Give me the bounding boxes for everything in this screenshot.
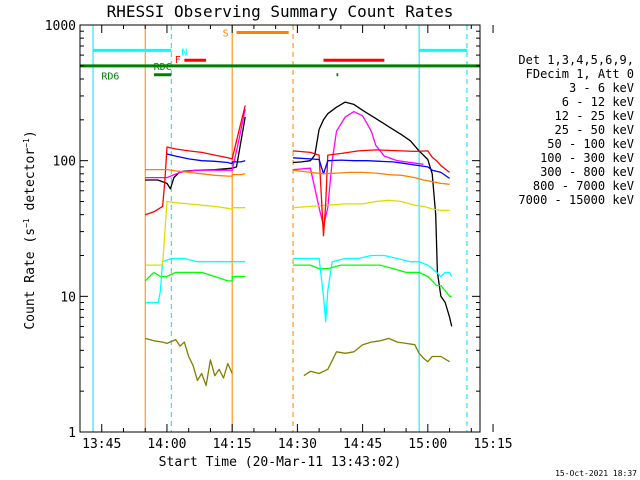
y-tick-label: 1000	[45, 19, 76, 34]
legend-entry-3-6-kev: 3 - 6 keV	[569, 81, 634, 95]
legend-entry-6-12-kev: 6 - 12 keV	[562, 95, 634, 109]
flag-label-s: S	[223, 29, 229, 40]
plot-frame	[79, 24, 481, 433]
legend-entry-12-25-kev: 12 - 25 keV	[555, 109, 634, 123]
y-tick-label: 1	[68, 426, 76, 441]
legend-entry-50-100-kev: 50 - 100 keV	[547, 137, 634, 151]
series-line-7000-15000-kev	[145, 337, 450, 387]
x-tick-label: 13:45	[82, 437, 121, 452]
x-tick-label: 15:00	[408, 437, 447, 452]
x-tick-label: 15:15	[473, 437, 512, 452]
x-tick-label: 14:00	[147, 437, 186, 452]
series-line-3-6-kev	[145, 101, 453, 327]
legend-header-line-1: Det 1,3,4,5,6,9,	[518, 53, 634, 67]
y-axis-ticks: 1 10 100 1000	[45, 19, 480, 441]
series-line-800-7000-kev	[145, 168, 450, 185]
legend-entry-800-7000-kev: 800 - 7000 keV	[533, 179, 634, 193]
x-tick-label: 14:15	[213, 437, 252, 452]
flag-label-n: N	[181, 47, 187, 58]
chart-title: RHESSI Observing Summary Count Rates	[107, 2, 454, 21]
legend-entry-7000-15000-kev: 7000 - 15000 keV	[518, 193, 634, 207]
flag-label-rd6: RD6	[101, 71, 119, 82]
flag-label-rdc: RDC	[154, 62, 172, 73]
x-tick-label: 14:45	[343, 437, 382, 452]
series-line-100-300-kev	[144, 105, 451, 237]
x-axis-ticks: 13:45 14:00 14:15 14:30 14:45 15:00 15:15	[79, 25, 513, 452]
y-tick-label: 10	[60, 290, 76, 305]
flag-label-f: F	[175, 55, 181, 66]
x-tick-label: 14:30	[278, 437, 317, 452]
legend-entry-100-300-kev: 100 - 300 keV	[540, 151, 634, 165]
y-axis-label: Count Rate (s−1 detector−1)	[22, 130, 38, 329]
instrument-vlines	[92, 25, 468, 432]
series-line-6-12-kev	[145, 108, 424, 227]
legend-entry-300-800-kev: 300 - 800 keV	[540, 165, 634, 179]
legend-entry-25-50-kev: 25 - 50 keV	[555, 123, 634, 137]
series-line-12-25-kev	[144, 264, 452, 297]
series-lines	[144, 101, 453, 387]
footer-date: 15-Oct-2021 18:37	[555, 469, 637, 478]
series-line-25-50-kev	[145, 254, 453, 323]
series-line-300-800-kev	[166, 153, 450, 179]
legend-header-line-2: FDecim 1, Att 0	[526, 67, 634, 81]
series-line-50-100-kev	[145, 199, 450, 266]
y-tick-label: 100	[53, 155, 76, 170]
x-axis-label: Start Time (20-Mar-11 13:43:02)	[159, 455, 402, 470]
